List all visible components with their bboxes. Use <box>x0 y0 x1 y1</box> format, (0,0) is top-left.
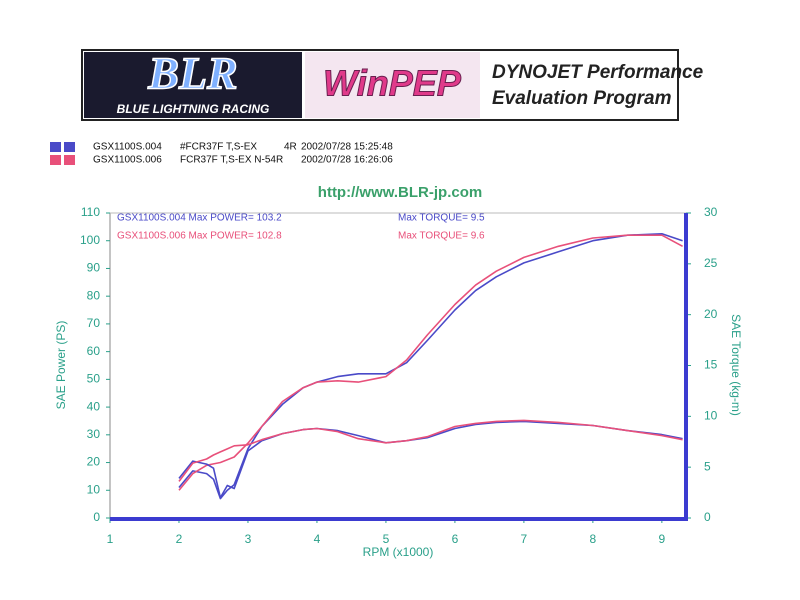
product: WinPEP <box>323 63 462 104</box>
run-file: GSX1100S.004 <box>93 142 162 153</box>
y-tick-label: 100 <box>80 233 100 247</box>
x-tick-label: 3 <box>245 532 252 546</box>
annotation: Max TORQUE= 9.5 <box>398 213 485 224</box>
y-tick-label: 80 <box>87 288 101 302</box>
line <box>178 419 683 482</box>
y-tick-label: 70 <box>87 316 101 330</box>
run-swatch <box>64 142 75 152</box>
annotation: GSX1100S.006 Max POWER= 102.8 <box>117 231 282 242</box>
header-line: Evaluation Program <box>492 88 672 109</box>
line <box>178 420 683 499</box>
y2-tick-label: 25 <box>704 256 718 270</box>
y-tick-label: 0 <box>93 510 100 524</box>
logo: BLR <box>147 48 237 99</box>
y-tick-label: 90 <box>87 261 101 275</box>
run-tag: 4R <box>284 142 297 153</box>
line <box>178 233 683 500</box>
x-tick-label: 5 <box>383 532 390 546</box>
x-tick-label: 1 <box>107 532 114 546</box>
y-tick-label: 50 <box>87 372 101 386</box>
x-tick-label: 4 <box>314 532 321 546</box>
y2-tick-label: 20 <box>704 307 718 321</box>
y-tick-label: 110 <box>81 205 100 219</box>
header-line: DYNOJET Performance <box>492 62 704 83</box>
y2-tick-label: 0 <box>704 510 711 524</box>
x-tick-label: 8 <box>590 532 597 546</box>
x-tick-label: 9 <box>659 532 666 546</box>
run-swatch <box>50 155 61 165</box>
x-tick-label: 2 <box>176 532 183 546</box>
run-desc: #FCR37F T,S-EX <box>180 142 257 153</box>
tagline: BLUE LIGHTNING RACING <box>117 102 270 116</box>
y2-axis-label: SAE Torque (kg-m) <box>729 314 743 416</box>
y2-tick-label: 10 <box>704 409 718 423</box>
annotation: GSX1100S.004 Max POWER= 103.2 <box>117 213 282 224</box>
y-tick-label: 10 <box>87 482 101 496</box>
annotation: Max TORQUE= 9.6 <box>398 231 485 242</box>
run-desc: FCR37F T,S-EX N-54R <box>180 155 283 166</box>
y2-tick-label: 15 <box>704 358 718 372</box>
url: http://www.BLR-jp.com <box>318 184 482 201</box>
y2-tick-label: 5 <box>704 459 711 473</box>
run-file: GSX1100S.006 <box>93 155 162 166</box>
y-axis-label: SAE Power (PS) <box>54 321 68 410</box>
x-tick-label: 7 <box>521 532 528 546</box>
y-tick-label: 40 <box>87 399 101 413</box>
product-box <box>305 52 480 118</box>
run-swatch <box>50 142 61 152</box>
y-tick-label: 30 <box>87 427 101 441</box>
y-tick-label: 20 <box>87 455 101 469</box>
logo-box <box>84 52 302 118</box>
run-date: 2002/07/28 16:26:06 <box>301 155 393 166</box>
x-tick-label: 6 <box>452 532 459 546</box>
line <box>178 234 683 491</box>
y2-tick-label: 30 <box>704 205 718 219</box>
x-axis-label: RPM (x1000) <box>363 545 434 559</box>
run-date: 2002/07/28 15:25:48 <box>301 142 393 153</box>
run-swatch <box>64 155 75 165</box>
y-tick-label: 60 <box>87 344 101 358</box>
